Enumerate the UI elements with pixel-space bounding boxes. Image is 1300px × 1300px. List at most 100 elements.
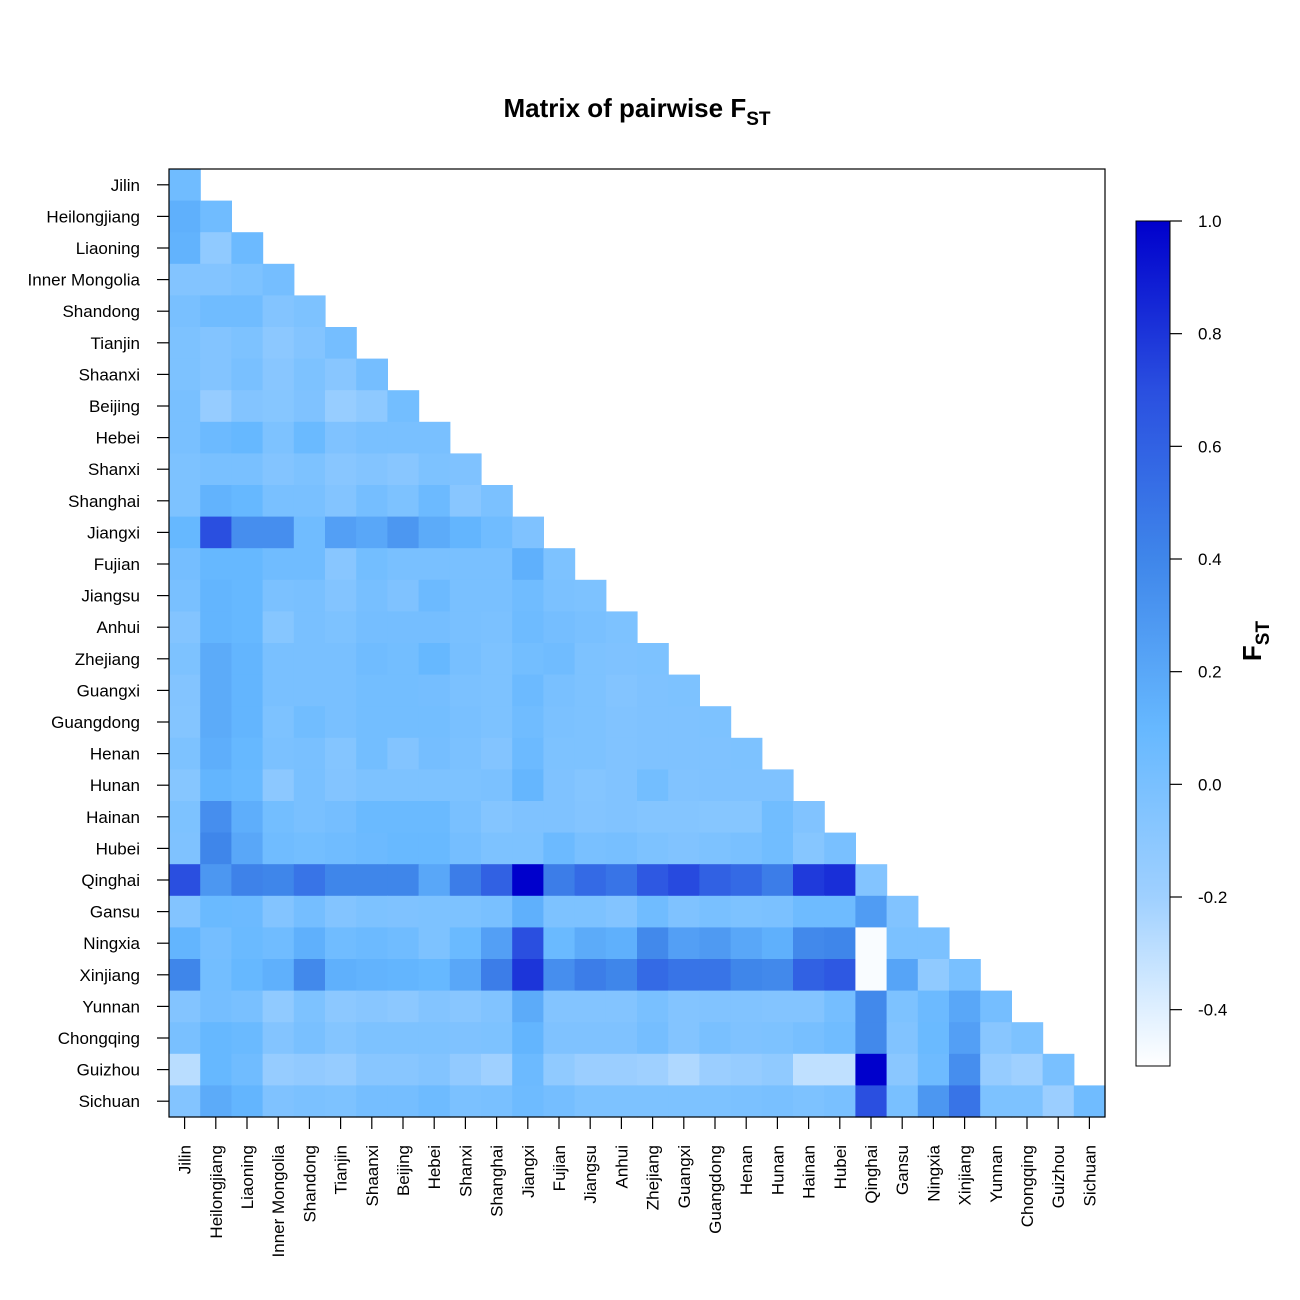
heatmap-cell: [200, 737, 232, 770]
heatmap-cell: [605, 832, 638, 865]
heatmap-cell: [200, 263, 232, 296]
heatmap-cell: [200, 358, 232, 391]
heatmap-cell: [637, 1022, 669, 1055]
heatmap-cell: [886, 1053, 919, 1086]
heatmap-cell: [481, 485, 513, 518]
heatmap-cell: [169, 200, 201, 233]
heatmap-cell: [293, 895, 326, 928]
heatmap-cell: [793, 990, 825, 1023]
heatmap-cell: [200, 200, 232, 233]
heatmap-cell: [449, 864, 482, 897]
heatmap-cell: [418, 737, 451, 770]
heatmap-cell: [231, 674, 264, 707]
y-tick-label: Gansu: [90, 903, 140, 922]
heatmap-cell: [231, 864, 264, 897]
heatmap-cell: [449, 1022, 482, 1055]
heatmap-cell: [231, 643, 264, 676]
colorbar-gradient: [1135, 220, 1171, 1067]
heatmap-cell: [637, 927, 669, 960]
heatmap-cell: [605, 643, 638, 676]
heatmap-cell: [231, 295, 264, 328]
heatmap-cell: [325, 358, 357, 391]
heatmap-cell: [231, 516, 264, 549]
heatmap-cell: [917, 1085, 950, 1118]
heatmap-cell: [169, 959, 201, 992]
heatmap-cell: [481, 895, 513, 928]
heatmap-cell: [387, 579, 420, 612]
x-tick-label: Gansu: [893, 1145, 912, 1195]
heatmap-cell: [418, 485, 451, 518]
heatmap-cell: [262, 295, 295, 328]
heatmap-cell: [325, 674, 357, 707]
colorbar-tick-label: 0.4: [1198, 550, 1222, 569]
heatmap-cell: [169, 895, 201, 928]
heatmap-cell: [793, 864, 825, 897]
heatmap-cell: [356, 737, 388, 770]
heatmap-cell: [637, 706, 669, 739]
colorbar-label: FST: [1237, 621, 1274, 662]
heatmap-cell: [512, 1053, 544, 1086]
heatmap-cell: [418, 453, 451, 486]
heatmap-cell: [481, 832, 513, 865]
heatmap-cell: [293, 358, 326, 391]
heatmap-cell: [356, 674, 388, 707]
heatmap-cell: [387, 769, 420, 802]
heatmap-cell: [231, 769, 264, 802]
heatmap-cell: [169, 516, 201, 549]
heatmap-cell: [356, 1085, 388, 1118]
heatmap-cell: [418, 611, 451, 644]
heatmap-cell: [761, 1085, 794, 1118]
heatmap-cell: [356, 1053, 388, 1086]
heatmap-cell: [543, 1022, 576, 1055]
heatmap-cell: [262, 516, 295, 549]
heatmap-cell: [824, 990, 856, 1023]
heatmap-cell: [512, 579, 544, 612]
heatmap-cell: [293, 548, 326, 581]
heatmap-cell: [418, 769, 451, 802]
heatmap-cell: [200, 611, 232, 644]
heatmap-cell: [231, 485, 264, 518]
y-tick-label: Ningxia: [83, 934, 140, 953]
heatmap-cell: [449, 959, 482, 992]
heatmap-cell: [481, 643, 513, 676]
heatmap-cell: [325, 1085, 357, 1118]
heatmap-cell: [886, 990, 919, 1023]
heatmap-cell: [169, 1085, 201, 1118]
heatmap-cell: [387, 453, 420, 486]
heatmap-cell: [169, 327, 201, 360]
heatmap-cell: [200, 453, 232, 486]
heatmap-cell: [481, 801, 513, 834]
heatmap-cell: [325, 643, 357, 676]
heatmap-cell: [200, 579, 232, 612]
heatmap-cell: [325, 390, 357, 423]
heatmap-cell: [543, 895, 576, 928]
heatmap-cell: [699, 737, 732, 770]
heatmap-cell: [231, 579, 264, 612]
heatmap-cell: [387, 643, 420, 676]
heatmap-cell: [668, 864, 700, 897]
heatmap-cell: [293, 769, 326, 802]
heatmap-cell: [262, 579, 295, 612]
heatmap-cell: [605, 959, 638, 992]
heatmap-cell: [574, 674, 607, 707]
heatmap-cell: [668, 737, 700, 770]
heatmap-cell: [169, 643, 201, 676]
heatmap-cell: [231, 959, 264, 992]
heatmap-cell: [293, 737, 326, 770]
heatmap-cell: [855, 1085, 888, 1118]
heatmap-cell: [262, 643, 295, 676]
x-tick-label: Sichuan: [1080, 1145, 1099, 1206]
heatmap-cell: [793, 801, 825, 834]
heatmap-cell: [481, 548, 513, 581]
heatmap-cell: [169, 1022, 201, 1055]
heatmap-cell: [605, 801, 638, 834]
heatmap-cell: [761, 864, 794, 897]
heatmap-cell: [824, 864, 856, 897]
heatmap-cell: [356, 453, 388, 486]
x-tick-label: Shanxi: [456, 1145, 475, 1197]
heatmap-cell: [886, 895, 919, 928]
heatmap-cell: [574, 706, 607, 739]
x-tick-label: Jiangxi: [519, 1145, 538, 1198]
y-tick-label: Guangxi: [77, 681, 140, 700]
